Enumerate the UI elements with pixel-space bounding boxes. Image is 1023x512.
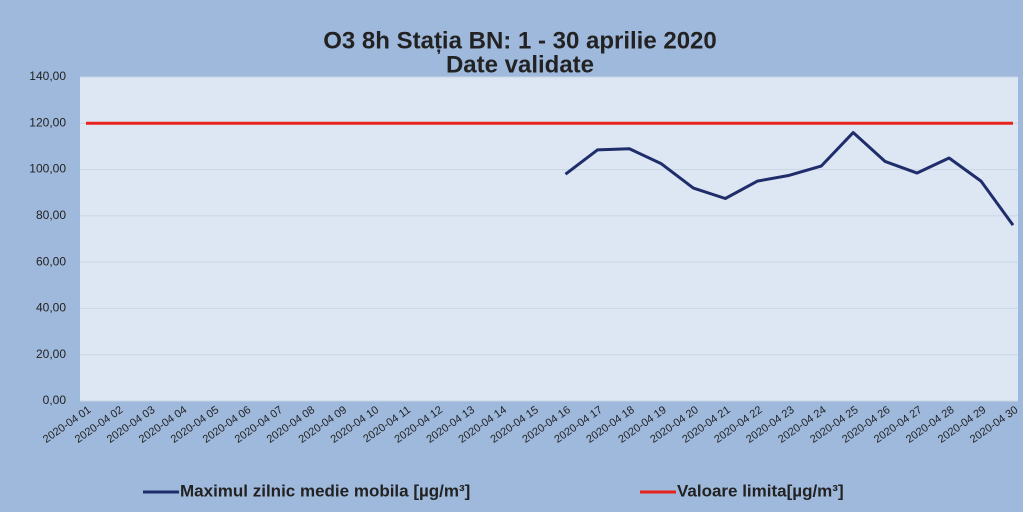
legend-label: Valoare limita[µg/m³]	[677, 481, 844, 500]
chart-subtitle: Date validate	[446, 51, 594, 78]
y-tick-label: 80,00	[36, 208, 66, 222]
series-line	[564, 131, 1015, 226]
y-tick-label: 100,00	[29, 162, 66, 176]
y-tick-label: 60,00	[36, 254, 66, 268]
y-tick-label: 0,00	[43, 393, 67, 407]
y-tick-label: 40,00	[36, 301, 66, 315]
y-tick-label: 20,00	[36, 347, 66, 361]
y-tick-label: 120,00	[29, 115, 66, 129]
chart-title: O3 8h Stația BN: 1 - 30 aprilie 2020	[323, 27, 717, 54]
y-tick-label: 140,00	[29, 69, 66, 83]
plot-area	[80, 77, 1018, 401]
legend-label: Maximul zilnic medie mobila [µg/m³]	[180, 481, 470, 500]
